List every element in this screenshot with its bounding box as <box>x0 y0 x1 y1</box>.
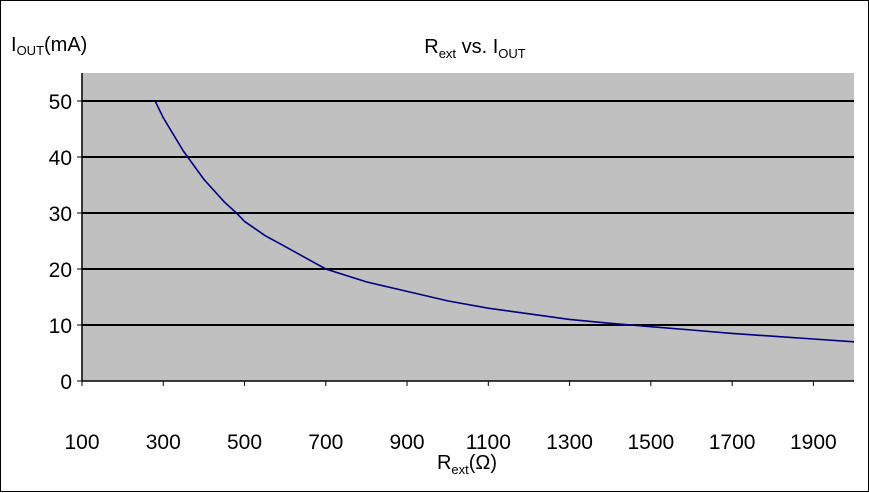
x-tick-label: 100 <box>64 431 99 454</box>
x-tick-label: 700 <box>308 431 343 454</box>
y-tick-label: 50 <box>49 91 72 114</box>
x-tick-label: 1700 <box>709 431 756 454</box>
y-tick-label: 20 <box>49 259 72 282</box>
y-tick-labels: 0 10 20 30 40 50 <box>49 91 72 394</box>
y-axis-label: IOUT(mA) <box>11 34 87 58</box>
series-line <box>154 100 855 343</box>
grid-lines <box>77 100 854 382</box>
y-tick-label: 0 <box>60 371 72 394</box>
x-tick-labels: 100 300 500 700 900 1100 1300 1500 1700 1900 <box>64 431 836 454</box>
axes <box>81 73 854 386</box>
x-axis-label: Rext(Ω) <box>437 452 497 477</box>
x-tick-label: 500 <box>227 431 262 454</box>
y-tick-label: 10 <box>49 315 72 338</box>
chart-title: Rext vs. IOUT <box>424 36 526 61</box>
x-tick-label: 1900 <box>790 431 837 454</box>
x-tick-label: 1100 <box>466 431 511 454</box>
x-tick-label: 1300 <box>546 431 593 454</box>
x-tick-label: 1500 <box>627 431 674 454</box>
x-tick-label: 900 <box>390 431 425 454</box>
x-tick-label: 300 <box>146 431 181 454</box>
y-tick-label: 30 <box>49 203 72 226</box>
y-tick-label: 40 <box>49 147 72 170</box>
plot-area <box>82 73 854 381</box>
